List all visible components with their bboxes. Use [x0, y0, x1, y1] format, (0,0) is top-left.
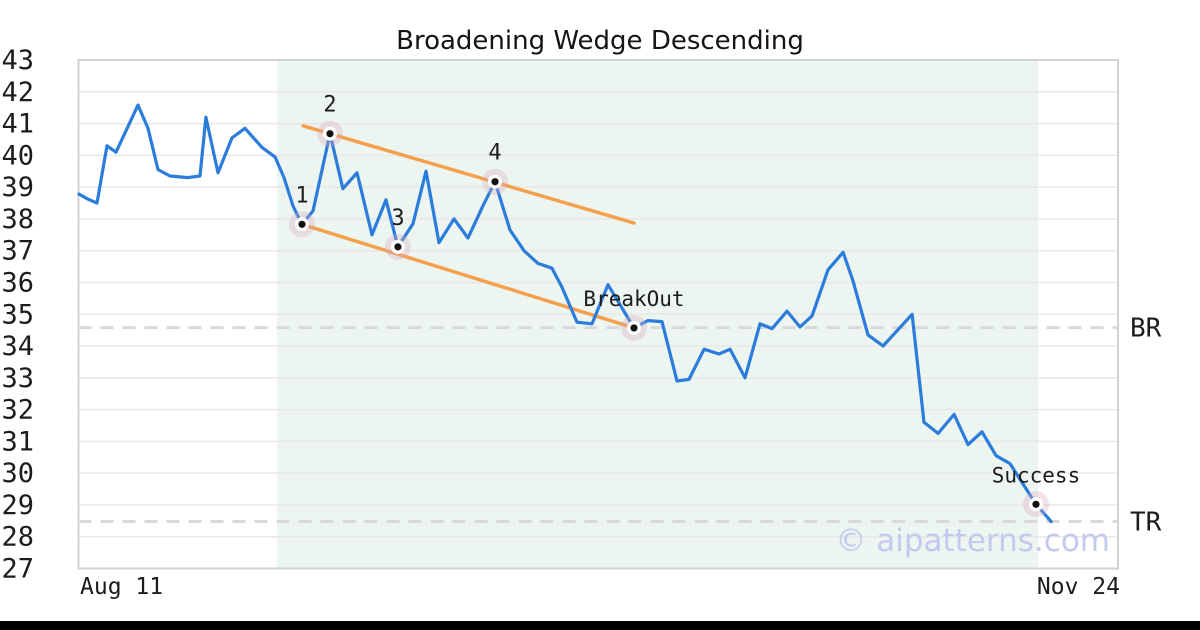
y-tick-label: 33 — [1, 363, 34, 394]
marker-dot — [491, 178, 499, 186]
x-tick-label-start: Aug 11 — [80, 574, 164, 600]
bottom-bar — [0, 621, 1200, 630]
y-tick-label: 41 — [1, 109, 34, 140]
y-tick-label: 34 — [1, 331, 34, 362]
marker-dot — [326, 130, 334, 138]
y-tick-label: 31 — [1, 426, 34, 457]
y-tick-label: 28 — [1, 522, 34, 553]
y-tick-label: 36 — [1, 267, 34, 298]
y-tick-label: 37 — [1, 236, 34, 267]
y-tick-label: 40 — [1, 140, 34, 171]
y-tick-label: 39 — [1, 172, 34, 203]
y-tick-label: 30 — [1, 458, 34, 489]
marker-dot — [1032, 500, 1040, 508]
y-tick-label: 32 — [1, 395, 34, 426]
marker-label-success: Success — [992, 463, 1081, 487]
lower-wedge-line — [300, 222, 636, 330]
y-tick-label: 29 — [1, 490, 34, 521]
plot-border — [77, 59, 1119, 570]
watermark: © aipatterns.com — [835, 523, 1110, 559]
hline-label-tr: TR — [1130, 507, 1162, 537]
y-tick-label: 42 — [1, 77, 34, 108]
marker-label-1: 1 — [295, 183, 308, 208]
y-tick-label: 27 — [1, 554, 34, 585]
marker-dot — [630, 324, 638, 332]
marker-label-4: 4 — [488, 141, 501, 166]
hline-label-br: BR — [1130, 314, 1162, 344]
marker-dot — [394, 243, 402, 251]
y-tick-label: 35 — [1, 299, 34, 330]
price-line — [77, 103, 1053, 524]
marker-label-breakout: BreakOut — [583, 287, 684, 311]
upper-wedge-line — [301, 124, 636, 225]
y-tick-label: 38 — [1, 204, 34, 235]
chart-title: Broadening Wedge Descending — [396, 26, 804, 56]
x-tick-label-end: Nov 24 — [1036, 574, 1120, 600]
marker-dot — [298, 220, 306, 228]
y-tick-label: 43 — [1, 45, 34, 76]
marker-label-2: 2 — [323, 93, 336, 118]
marker-label-3: 3 — [391, 206, 404, 231]
